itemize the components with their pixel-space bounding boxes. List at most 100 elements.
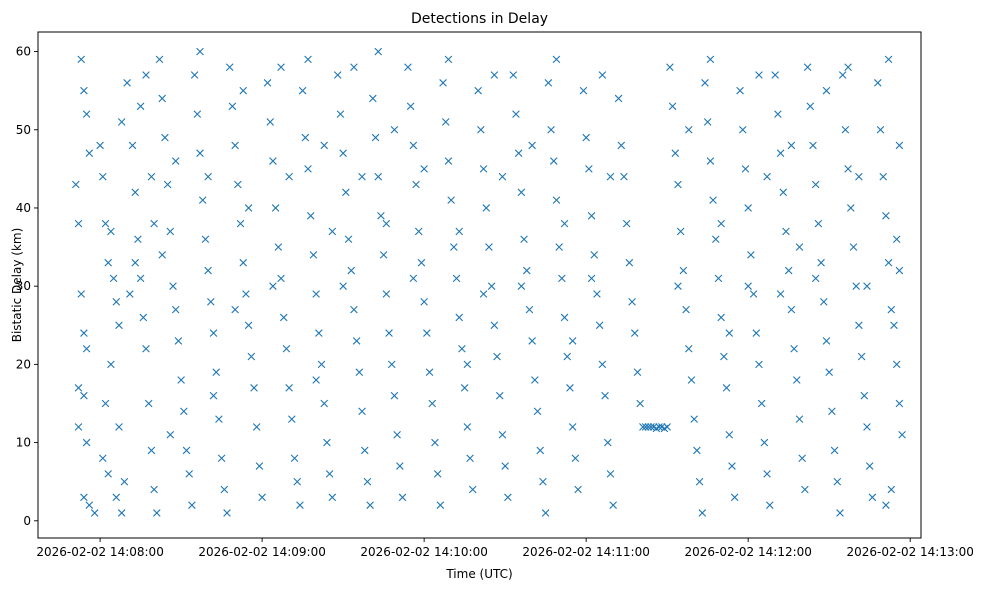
- data-point: [409, 141, 418, 150]
- data-point: [269, 157, 277, 165]
- data-point: [693, 446, 701, 455]
- data-point: [676, 227, 685, 236]
- data-point: [895, 266, 904, 275]
- data-point: [298, 86, 307, 95]
- data-point: [617, 141, 626, 150]
- data-point: [104, 470, 112, 478]
- data-point: [765, 501, 774, 509]
- data-point: [336, 110, 345, 118]
- data-point: [180, 407, 188, 416]
- data-point: [363, 477, 372, 486]
- data-point: [482, 204, 491, 212]
- data-point: [744, 204, 752, 212]
- data-point: [231, 305, 239, 314]
- data-point: [639, 423, 647, 431]
- data-point: [744, 282, 752, 290]
- data-point: [115, 423, 123, 431]
- x-tick-label: 2026-02-02 14:12:00: [684, 545, 811, 559]
- data-point: [579, 86, 588, 95]
- data-point: [590, 251, 599, 259]
- data-point: [306, 211, 315, 220]
- data-point: [209, 329, 218, 337]
- data-point: [166, 430, 175, 439]
- data-point: [601, 391, 609, 400]
- data-point: [174, 337, 183, 345]
- data-point: [517, 282, 526, 290]
- data-point: [730, 493, 739, 502]
- data-point: [774, 110, 782, 118]
- data-point: [390, 391, 399, 400]
- data-point: [563, 352, 572, 361]
- data-point: [857, 352, 866, 361]
- data-point: [531, 376, 539, 384]
- data-point: [717, 219, 725, 228]
- data-point: [803, 63, 812, 71]
- data-point: [714, 274, 723, 283]
- data-point: [830, 446, 839, 455]
- data-point: [236, 219, 245, 228]
- data-point: [541, 509, 550, 517]
- data-point: [225, 63, 234, 71]
- data-point: [792, 376, 801, 384]
- data-point: [682, 305, 690, 314]
- data-point: [317, 360, 326, 369]
- data-point: [198, 196, 207, 204]
- data-point: [566, 384, 574, 392]
- plot-frame: [37, 31, 922, 539]
- data-point: [441, 118, 450, 126]
- data-point: [865, 462, 874, 470]
- data-point: [158, 251, 167, 259]
- data-point: [771, 71, 779, 79]
- data-point: [420, 298, 428, 306]
- data-point: [825, 368, 833, 376]
- data-point: [144, 399, 153, 408]
- data-point: [822, 86, 831, 95]
- data-point: [396, 462, 404, 470]
- data-point: [504, 493, 512, 502]
- data-point: [234, 180, 242, 189]
- data-point: [684, 344, 693, 353]
- data-point: [339, 282, 347, 290]
- data-point: [633, 368, 642, 376]
- data-point: [895, 141, 904, 150]
- data-point: [428, 399, 437, 408]
- data-point: [85, 149, 94, 158]
- data-point: [798, 454, 806, 463]
- data-point: [80, 391, 88, 400]
- data-point: [347, 266, 356, 275]
- data-point: [776, 149, 785, 158]
- data-point: [161, 133, 169, 142]
- data-point: [109, 274, 118, 283]
- data-point: [252, 423, 261, 431]
- data-point: [301, 133, 310, 142]
- data-point: [139, 313, 148, 322]
- data-point: [385, 329, 393, 337]
- data-point: [263, 79, 272, 87]
- data-point: [387, 360, 396, 369]
- data-point: [533, 407, 542, 416]
- data-point: [552, 55, 561, 64]
- data-point: [671, 149, 680, 158]
- data-point: [452, 274, 461, 283]
- data-point: [188, 501, 196, 509]
- data-point: [244, 321, 253, 330]
- data-point: [82, 438, 91, 447]
- data-point: [398, 493, 407, 502]
- data-point: [120, 477, 129, 486]
- data-point: [884, 55, 893, 64]
- data-point: [795, 243, 804, 251]
- data-point: [811, 274, 820, 283]
- data-point: [868, 493, 877, 502]
- data-point: [207, 298, 215, 306]
- data-point: [776, 290, 785, 298]
- data-point: [74, 384, 83, 392]
- data-point: [779, 188, 788, 197]
- data-point: [296, 501, 304, 509]
- data-point: [128, 141, 137, 150]
- y-tick-label: 30: [16, 279, 31, 293]
- data-point: [493, 352, 501, 361]
- data-point: [863, 282, 871, 290]
- data-point: [285, 384, 293, 392]
- data-point: [204, 266, 212, 275]
- data-point: [177, 376, 185, 384]
